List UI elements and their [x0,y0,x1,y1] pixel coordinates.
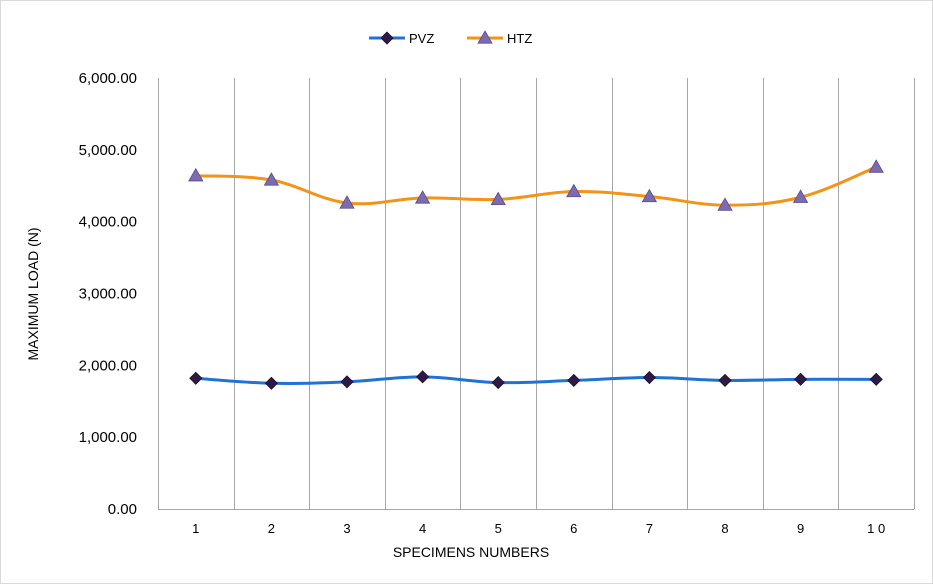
legend-marker-pvz [380,31,394,45]
data-point-pvz [567,373,581,387]
y-tick-label: 0.00 [108,501,137,518]
data-point-htz [717,197,733,211]
data-point-htz [263,172,280,186]
axis-layer: 0.00 1,000.00 2,000.00 3,000.00 4,000.00 5,00… [79,70,914,536]
x-tick-label: 7 [646,521,653,536]
data-point-pvz [491,376,505,390]
legend-marker-htz [477,30,493,44]
x-tick-label: 6 [570,521,577,536]
data-point-htz [641,188,658,203]
x-axis-title: SPECIMENS NUMBERS [393,544,549,560]
y-tick-label: 5,000.00 [79,142,137,159]
series-layer [188,159,884,390]
x-tick-label: 3 [343,521,350,536]
series-line-htz [194,165,878,207]
y-tick-label: 1,000.00 [79,429,137,446]
data-point-htz [490,191,506,206]
x-tick-label: 1 [192,521,199,536]
x-tick-label: 4 [419,521,426,536]
y-tick-label: 2,000.00 [79,357,137,374]
data-point-pvz [642,370,656,385]
x-tick-label: 8 [721,521,728,536]
legend: PVZ HTZ [369,30,532,46]
data-point-htz [414,190,431,204]
y-tick-label: 4,000.00 [79,214,137,231]
data-point-pvz [189,371,203,385]
data-point-pvz [340,375,354,389]
y-tick-label: 6,000.00 [79,70,137,87]
data-point-htz [792,189,809,203]
data-point-htz [566,183,582,198]
data-point-htz [868,159,884,173]
data-point-htz [339,195,355,209]
data-point-pvz [869,372,883,386]
legend-label-htz: HTZ [507,31,532,46]
series-line-pvz [194,375,878,386]
legend-label-pvz: PVZ [409,31,434,46]
grid-layer [158,78,915,509]
x-tick-label: 5 [495,521,502,536]
x-tick-label: 1 0 [867,521,885,536]
data-point-pvz [416,370,430,384]
y-tick-label: 3,000.00 [79,286,137,303]
data-point-pvz [264,376,278,390]
data-point-pvz [718,373,732,387]
x-tick-label: 9 [797,521,804,536]
data-point-pvz [794,372,808,386]
data-point-htz [188,167,204,182]
x-tick-label: 2 [268,521,275,536]
y-axis-title: MAXIMUM LOAD (N) [25,228,41,361]
